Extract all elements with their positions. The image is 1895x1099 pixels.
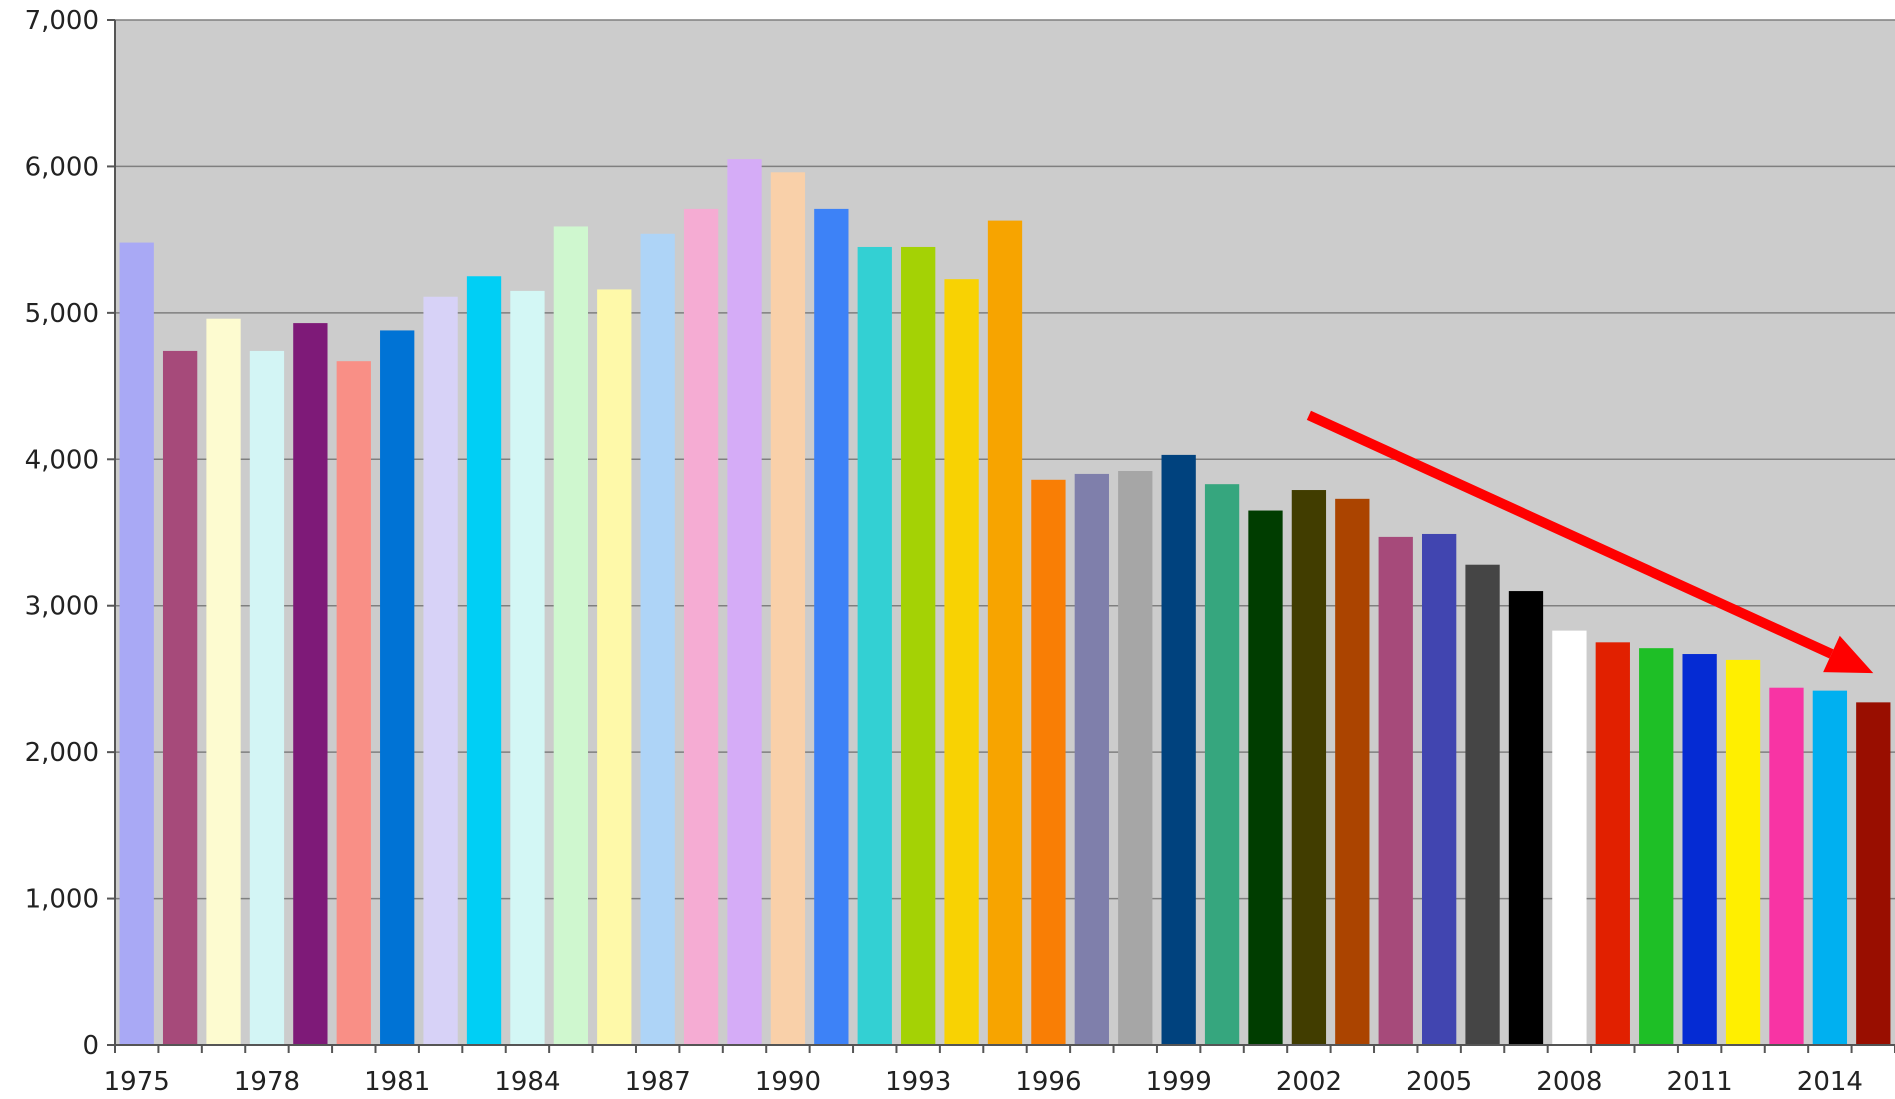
bar-1992 — [857, 246, 892, 1045]
x-tick-label: 1993 — [885, 1067, 951, 1097]
bar-1998 — [1118, 471, 1153, 1045]
x-tick-label: 1984 — [494, 1067, 560, 1097]
bar-1985 — [553, 226, 589, 1045]
bar-2003 — [1335, 498, 1370, 1046]
bar-2009 — [1595, 642, 1630, 1045]
x-tick-label: 1990 — [755, 1067, 821, 1097]
x-tick-label: 2002 — [1276, 1067, 1342, 1097]
arrow-shaft — [1306, 410, 1834, 659]
bars — [119, 159, 1891, 1046]
bar-2015 — [1856, 702, 1891, 1045]
x-axis-ticks: 1975 1978 1981 1984 1987 1990 1993 1996 1999 2002… — [104, 1045, 1895, 1097]
bar-1993 — [901, 246, 936, 1045]
y-tick-label: 5,000 — [25, 299, 99, 329]
y-tick-label: 7,000 — [25, 6, 99, 36]
bar-2005 — [1421, 533, 1457, 1045]
y-axis-ticks: 0 1,000 2,000 3,000 4,000 5,000 6,000 7,000 — [25, 6, 115, 1061]
bar-2014 — [1812, 690, 1848, 1045]
bar-1991 — [814, 208, 849, 1046]
bar-1997 — [1074, 473, 1109, 1045]
bar-1987 — [640, 233, 675, 1046]
bar-1984 — [510, 290, 545, 1046]
y-tick-label: 2,000 — [25, 738, 99, 768]
bar-1978 — [249, 350, 285, 1045]
y-tick-label: 6,000 — [25, 152, 99, 182]
x-tick-label: 2011 — [1667, 1067, 1733, 1097]
x-tick-label: 1987 — [625, 1067, 691, 1097]
bar-1989 — [727, 159, 762, 1045]
bar-2011 — [1682, 654, 1717, 1045]
bar-2006 — [1465, 564, 1500, 1045]
bar-2001 — [1248, 510, 1283, 1045]
bar-1986 — [597, 289, 632, 1045]
trend-arrow — [1306, 410, 1874, 674]
bar-2004 — [1378, 536, 1413, 1045]
y-tick-label: 3,000 — [25, 592, 99, 622]
bar-1980 — [336, 361, 371, 1045]
bar-1979 — [293, 323, 328, 1045]
x-tick-label: 1978 — [234, 1067, 300, 1097]
x-tick-label: 2005 — [1406, 1067, 1472, 1097]
x-tick-label: 2008 — [1536, 1067, 1602, 1097]
axes — [114, 20, 1895, 1046]
bar-1975 — [119, 242, 154, 1046]
x-tick-label: 1975 — [104, 1067, 170, 1097]
bar-1994 — [944, 279, 979, 1045]
x-tick-label: 1981 — [364, 1067, 430, 1097]
x-tick-label: 1996 — [1015, 1067, 1081, 1097]
arrow-head — [1823, 635, 1874, 674]
bar-1976 — [162, 350, 198, 1045]
bar-2008 — [1552, 630, 1587, 1045]
bar-1981 — [380, 330, 415, 1045]
bar-1999 — [1161, 454, 1196, 1046]
bar-2002 — [1291, 490, 1327, 1045]
bar-1983 — [466, 276, 502, 1045]
bar-2013 — [1769, 687, 1804, 1045]
y-tick-label: 0 — [82, 1031, 99, 1061]
bar-1982 — [423, 296, 458, 1045]
bar-1988 — [683, 208, 719, 1046]
x-tick-label: 1999 — [1146, 1067, 1212, 1097]
bar-2012 — [1725, 659, 1761, 1045]
bar-2010 — [1639, 648, 1674, 1045]
bar-2000 — [1204, 484, 1240, 1045]
bar-2007 — [1508, 591, 1544, 1045]
x-tick-label: 2014 — [1797, 1067, 1863, 1097]
bar-1977 — [206, 318, 241, 1045]
bar-1995 — [987, 220, 1023, 1045]
y-tick-label: 1,000 — [25, 885, 99, 915]
y-tick-label: 4,000 — [25, 445, 99, 475]
bar-1996 — [1031, 479, 1066, 1045]
bar-1990 — [770, 172, 806, 1046]
